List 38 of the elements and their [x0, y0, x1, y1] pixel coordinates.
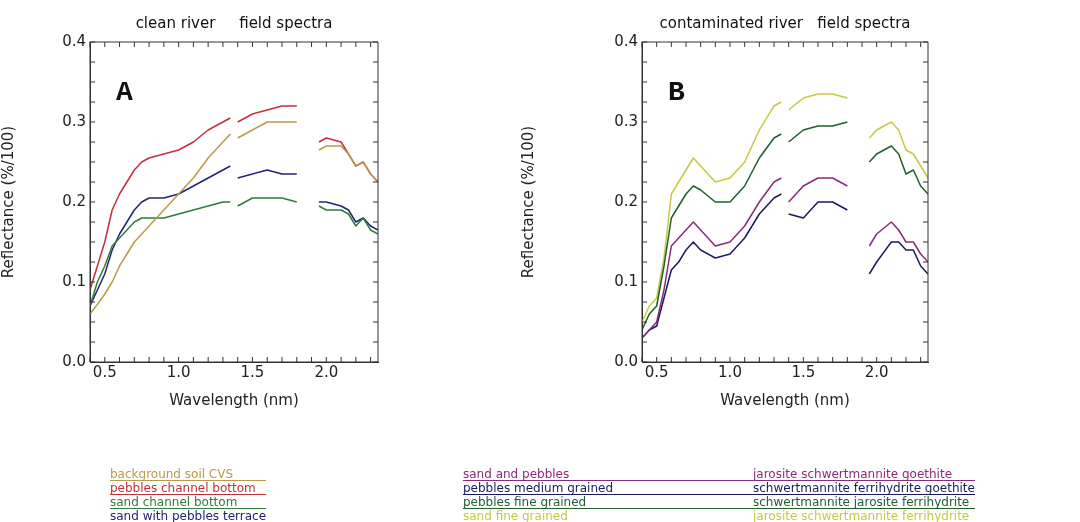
x-axis-title: Wavelength (nm) [169, 390, 299, 409]
text: schwertmannite jarosite ferrihydrite [753, 495, 970, 509]
x-tick-label: 2.0 [314, 362, 339, 381]
x-tick-label: 2.0 [864, 362, 889, 381]
text: schwertmannite ferrihydrite goethite [753, 481, 975, 495]
x-tick-label: 1.5 [240, 362, 265, 381]
y-tick-label: 0.3 [614, 111, 638, 130]
x-tick-label: 0.5 [92, 362, 117, 381]
annotation: B [668, 77, 685, 108]
y-tick-label: 0.4 [614, 31, 638, 50]
text: jarosite schwertmannite ferrihydrite [753, 509, 970, 522]
x-tick-label: 0.5 [644, 362, 669, 381]
chart-title: contaminated river field spectra [659, 14, 911, 32]
y-tick-label: 0.2 [62, 191, 86, 210]
y-axis-title: Reflectance (%/100) [518, 125, 537, 279]
y-tick-label: 0.3 [62, 111, 86, 130]
text: pebbles medium grained [463, 481, 614, 495]
x-tick-label: 1.5 [791, 362, 816, 381]
y-tick-label: 0.0 [62, 351, 86, 370]
y-tick-label: 0.1 [614, 271, 638, 290]
annotation: A [116, 77, 133, 108]
x-tick-label: 1.0 [718, 362, 742, 381]
text: sand channel bottom [110, 495, 238, 509]
y-tick-label: 0.2 [614, 191, 638, 210]
text: pebbles channel bottom [110, 481, 256, 495]
text: sand with pebbles terrace [110, 509, 267, 522]
text: sand fine grained [463, 509, 569, 522]
y-tick-label: 0.0 [614, 351, 638, 370]
y-axis-title: Reflectance (%/100) [0, 125, 17, 279]
x-axis-title: Wavelength (nm) [720, 390, 850, 409]
y-tick-label: 0.1 [62, 271, 86, 290]
text: background soil CVS [110, 467, 234, 481]
y-tick-label: 0.4 [62, 31, 86, 50]
text: sand and pebbles [463, 467, 571, 481]
chart-title: clean river field spectra [135, 14, 333, 32]
x-tick-label: 1.0 [166, 362, 191, 381]
text: pebbles fine grained [463, 495, 588, 509]
text: jarosite schwertmannite goethite [753, 467, 953, 481]
